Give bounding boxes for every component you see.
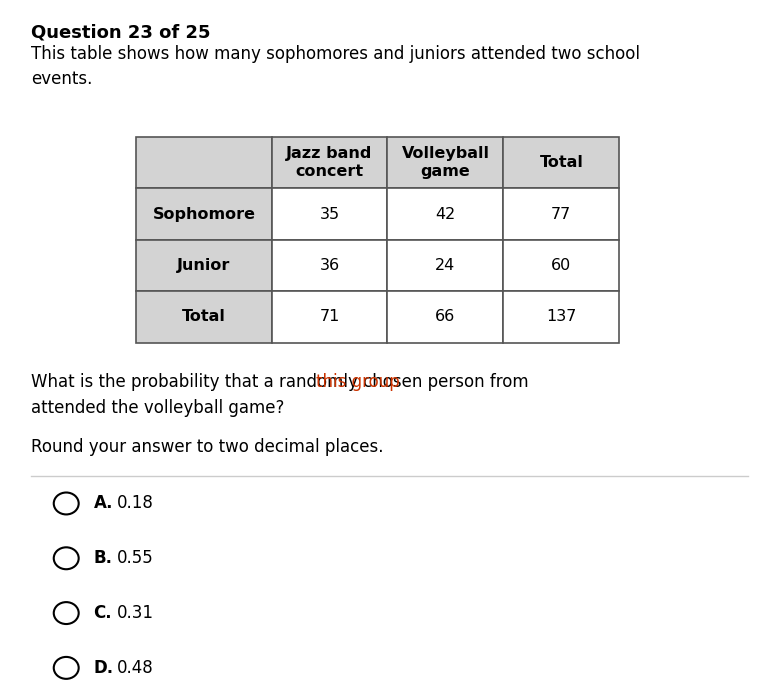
Text: B.: B. bbox=[93, 549, 112, 567]
Text: 0.48: 0.48 bbox=[117, 659, 153, 677]
Text: 24: 24 bbox=[435, 258, 456, 273]
Text: 35: 35 bbox=[319, 207, 340, 221]
Text: A.: A. bbox=[93, 495, 113, 512]
Text: Jazz band
concert: Jazz band concert bbox=[287, 146, 372, 179]
Text: 137: 137 bbox=[546, 310, 576, 324]
Text: 60: 60 bbox=[552, 258, 572, 273]
Text: Junior: Junior bbox=[178, 258, 231, 273]
Text: This table shows how many sophomores and juniors attended two school
events.: This table shows how many sophomores and… bbox=[31, 45, 640, 88]
Text: this group: this group bbox=[316, 373, 400, 391]
Text: Total: Total bbox=[539, 155, 583, 170]
Text: 0.31: 0.31 bbox=[117, 604, 153, 622]
Text: Total: Total bbox=[182, 310, 226, 324]
Text: Round your answer to two decimal places.: Round your answer to two decimal places. bbox=[31, 438, 384, 456]
Text: 77: 77 bbox=[552, 207, 572, 221]
Text: 42: 42 bbox=[435, 207, 456, 221]
Text: attended the volleyball game?: attended the volleyball game? bbox=[31, 399, 284, 417]
Text: Sophomore: Sophomore bbox=[153, 207, 256, 221]
Text: Volleyball
game: Volleyball game bbox=[401, 146, 489, 179]
Text: 71: 71 bbox=[319, 310, 340, 324]
Text: 0.55: 0.55 bbox=[117, 549, 153, 567]
Text: C.: C. bbox=[93, 604, 112, 622]
Text: Question 23 of 25: Question 23 of 25 bbox=[31, 24, 210, 42]
Text: What is the probability that a randomly chosen person from: What is the probability that a randomly … bbox=[31, 373, 534, 391]
Text: 36: 36 bbox=[319, 258, 340, 273]
Text: D.: D. bbox=[93, 659, 114, 677]
Text: 0.18: 0.18 bbox=[117, 495, 153, 512]
Text: 66: 66 bbox=[435, 310, 456, 324]
